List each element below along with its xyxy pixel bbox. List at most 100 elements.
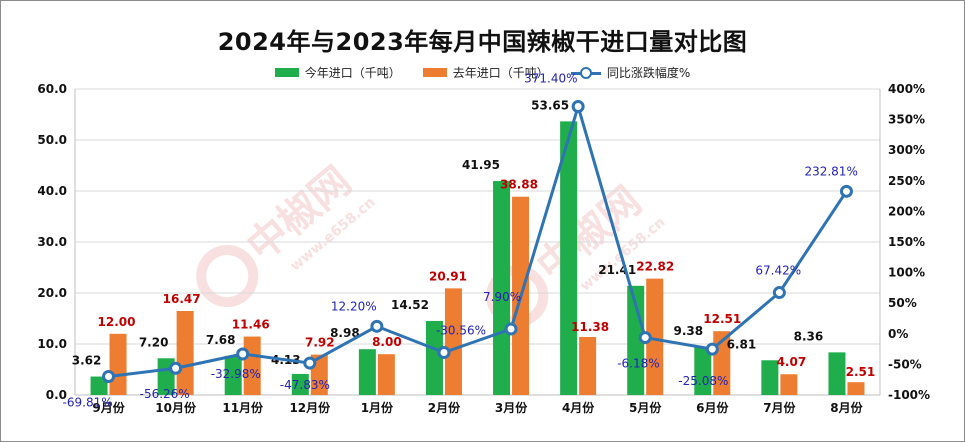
data-label-yoy-change: -32.98% xyxy=(211,367,261,381)
x-tick-label: 6月份 xyxy=(696,400,729,415)
y-left-tick-label: 30.0 xyxy=(37,235,67,249)
legend-label-yoy-change: 同比涨跌幅度% xyxy=(606,66,691,80)
bar-current-year xyxy=(828,352,846,395)
data-label-previous-year: 4.07 xyxy=(777,355,807,369)
bar-previous-year xyxy=(377,354,395,395)
data-label-yoy-change: 232.81% xyxy=(804,164,857,178)
data-label-previous-year: 16.47 xyxy=(163,292,201,306)
legend-item-previous-year: 去年进口（千吨） xyxy=(422,64,549,81)
bar-current-year xyxy=(560,121,578,395)
data-label-previous-year: 11.46 xyxy=(232,318,270,332)
data-label-previous-year: 38.88 xyxy=(500,178,538,192)
legend-swatch-current-year xyxy=(274,68,299,77)
legend-label-previous-year: 去年进口（千吨） xyxy=(452,66,549,80)
bar-current-year xyxy=(694,347,712,395)
point-yoy-change xyxy=(236,347,250,361)
point-yoy-change xyxy=(772,286,786,300)
bar-current-year xyxy=(627,285,645,395)
point-yoy-change xyxy=(370,319,384,333)
point-yoy-change xyxy=(169,361,183,375)
data-label-yoy-change: -6.18% xyxy=(617,357,659,371)
x-tick-label: 2月份 xyxy=(428,400,461,415)
point-yoy-change xyxy=(571,100,585,114)
data-label-current-year: 8.36 xyxy=(794,329,824,343)
data-label-yoy-change: -47.83% xyxy=(280,378,330,392)
data-label-previous-year: 8.00 xyxy=(372,335,402,349)
data-label-current-year: 41.95 xyxy=(462,158,500,172)
x-tick-label: 1月份 xyxy=(361,400,394,415)
x-tick-label: 4月份 xyxy=(562,400,595,415)
point-yoy-change xyxy=(102,370,116,384)
point-yoy-change xyxy=(303,356,317,370)
data-label-yoy-change: 371.40% xyxy=(524,72,577,86)
data-label-current-year: 8.98 xyxy=(330,326,360,340)
data-label-yoy-change: -25.08% xyxy=(678,374,728,388)
x-tick-label: 11月份 xyxy=(222,400,264,415)
bar-previous-year xyxy=(579,336,597,395)
bar-previous-year xyxy=(780,374,798,395)
bar-previous-year xyxy=(243,336,261,395)
chart-title: 2024年与2023年每月中国辣椒干进口量对比图 xyxy=(217,28,748,56)
data-label-current-year: 9.38 xyxy=(673,324,703,338)
bar-previous-year xyxy=(176,311,194,395)
y-left-tick-label: 50.0 xyxy=(37,133,67,147)
data-label-previous-year: 22.82 xyxy=(636,260,674,274)
bar-current-year xyxy=(224,355,242,395)
bar-previous-year xyxy=(109,333,127,395)
data-label-yoy-change: -69.81% xyxy=(63,396,113,410)
bar-current-year xyxy=(761,360,779,395)
data-label-yoy-change: -30.56% xyxy=(436,324,486,338)
point-yoy-change xyxy=(705,342,719,356)
bar-previous-year xyxy=(646,278,664,395)
data-label-current-year: 21.41 xyxy=(598,263,636,277)
data-label-previous-year: 7.92 xyxy=(305,336,335,350)
data-label-current-year: 7.68 xyxy=(206,333,236,347)
y-right-tick-label: 0% xyxy=(888,327,908,341)
legend-item-current-year: 今年进口（千吨） xyxy=(274,64,401,81)
x-tick-label: 3月份 xyxy=(495,400,528,415)
legend-swatch-yoy-change xyxy=(570,66,601,79)
line-yoy-change xyxy=(108,105,848,379)
data-label-yoy-change: 7.90% xyxy=(483,290,521,304)
data-label-previous-year: 20.91 xyxy=(429,269,467,283)
y-right-tick-label: -100% xyxy=(888,388,930,402)
x-tick-label: 8月份 xyxy=(830,400,863,415)
bar-current-year xyxy=(358,349,376,395)
data-label-current-year: 7.20 xyxy=(139,335,169,349)
legend-swatch-previous-year xyxy=(422,68,447,77)
y-right-tick-label: 350% xyxy=(888,113,925,127)
point-yoy-change xyxy=(839,184,853,198)
data-label-current-year: 53.65 xyxy=(531,98,569,112)
data-label-yoy-change: -56.26% xyxy=(140,387,190,401)
y-left-tick-label: 10.0 xyxy=(37,337,67,351)
bar-current-year xyxy=(291,373,309,395)
y-right-tick-label: 100% xyxy=(888,266,925,280)
point-yoy-change xyxy=(437,346,451,360)
data-label-previous-year: 11.38 xyxy=(571,320,609,334)
x-tick-label: 5月份 xyxy=(629,400,662,415)
y-right-tick-label: -50% xyxy=(888,357,922,371)
chart-legend: 今年进口（千吨） 去年进口（千吨） 同比涨跌幅度% xyxy=(0,64,965,81)
x-tick-label: 10月份 xyxy=(155,400,197,415)
data-label-current-year: 14.52 xyxy=(391,298,429,312)
bar-previous-year xyxy=(444,288,462,395)
data-label-previous-year: 12.51 xyxy=(703,312,741,326)
x-tick-label: 7月份 xyxy=(763,400,796,415)
y-left-tick-label: 40.0 xyxy=(37,184,67,198)
y-left-tick-label: 60.0 xyxy=(37,82,67,96)
data-label-current-year: 3.62 xyxy=(72,354,102,368)
data-label-previous-year: 12.00 xyxy=(98,315,136,329)
y-right-tick-label: 200% xyxy=(888,204,925,218)
bar-current-year xyxy=(425,320,443,395)
data-label-yoy-change: 12.20% xyxy=(331,299,377,313)
legend-item-yoy-change: 同比涨跌幅度% xyxy=(570,64,691,81)
bar-current-year xyxy=(493,181,511,395)
bar-current-year xyxy=(90,376,108,395)
y-right-tick-label: 300% xyxy=(888,143,925,157)
bar-previous-year xyxy=(847,382,865,395)
y-right-tick-label: 50% xyxy=(888,296,917,310)
data-label-yoy-change: 67.42% xyxy=(755,264,801,278)
point-yoy-change xyxy=(504,322,518,336)
y-right-tick-label: 400% xyxy=(888,82,925,96)
y-right-tick-label: 250% xyxy=(888,174,925,188)
